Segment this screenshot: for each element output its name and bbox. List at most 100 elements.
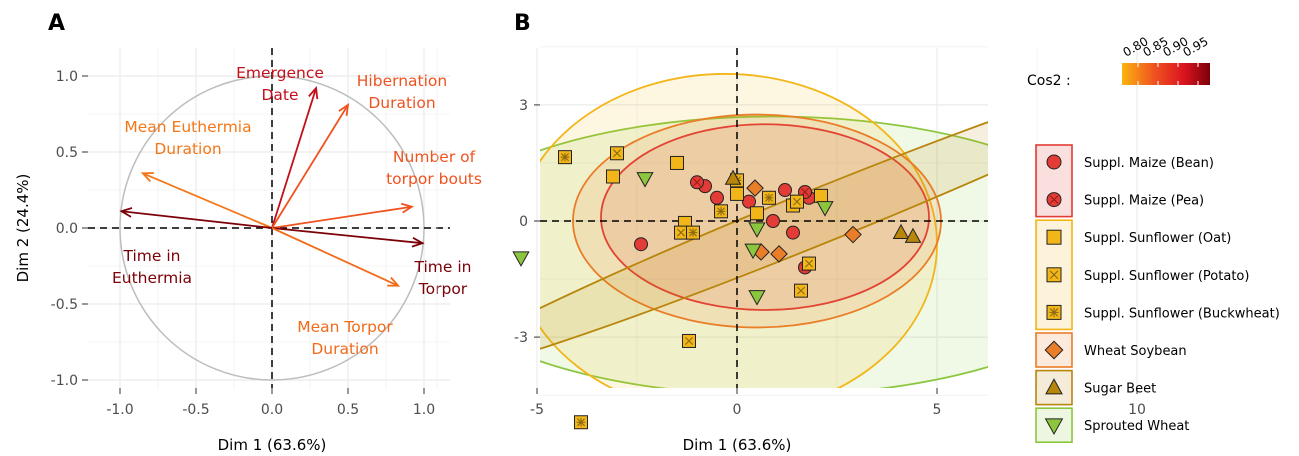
marker-triangle-down (816, 201, 834, 217)
data-point (786, 225, 800, 240)
y-tick-label: 1.0 (56, 69, 78, 85)
variable-label: Time in Euthermia (112, 247, 192, 287)
data-point (724, 169, 742, 185)
data-point (748, 222, 766, 238)
data-point (558, 150, 572, 165)
y-tick-label: -0.5 (51, 297, 78, 313)
marker-diamond (844, 225, 862, 244)
marker-cross (801, 188, 809, 196)
variable-label: Mean Euthermia Duration (124, 118, 251, 158)
data-point (670, 155, 684, 170)
marker-circle (634, 237, 648, 252)
marker-cross (797, 286, 805, 295)
data-point (844, 225, 862, 244)
marker-square (670, 155, 684, 170)
variable-label-line: torpor bouts (386, 170, 482, 188)
data-point (742, 194, 756, 209)
variable-label-line: Euthermia (112, 269, 192, 287)
marker-circle (710, 190, 724, 205)
marker-triangle-down (512, 251, 530, 267)
marker-diamond (746, 179, 764, 197)
legend-label: Suppl. Sunflower (Potato) (1084, 269, 1249, 284)
data-point (748, 290, 766, 306)
legend-marker (1046, 154, 1062, 170)
arrow-head (387, 276, 401, 287)
variable-arrow (271, 205, 412, 229)
arrow-head (338, 103, 350, 116)
data-point (512, 251, 530, 267)
variable-label-line: Duration (311, 340, 378, 358)
data-point (750, 206, 764, 221)
variable-label-line: Emergence (236, 64, 324, 82)
variable-label: Mean Torpor Duration (297, 318, 393, 358)
panel-a-plot-area (88, 48, 450, 388)
variable-label: Emergence Date (236, 64, 324, 104)
legend-marker (1044, 418, 1064, 435)
panel-b-individuals-plot: -5 0 5 10 3 0 -3 Dim 1 (63.6%) (436, 46, 1146, 454)
marker-square (1046, 229, 1062, 245)
marker-triangle-up (724, 169, 742, 185)
arrow-head (140, 172, 154, 182)
data-point (814, 188, 828, 203)
data-point (574, 415, 588, 430)
legend-label: Sugar Beet (1084, 382, 1156, 397)
marker-triangle-up (892, 223, 910, 239)
data-point (892, 223, 910, 239)
y-tick-label: 0.5 (56, 145, 78, 161)
marker-triangle-down (744, 243, 762, 260)
variable-label-line: Duration (154, 140, 221, 158)
variable-arrow (142, 172, 273, 229)
legend-marker (1046, 304, 1062, 320)
arrow-head (308, 86, 319, 100)
x-tick-label: 1.0 (413, 402, 435, 418)
panel-b-points (512, 146, 922, 430)
legend-label: Wheat Soybean (1084, 344, 1187, 359)
data-point (634, 237, 648, 252)
marker-triangle-down (748, 222, 766, 238)
arrow-head (411, 236, 425, 248)
marker-cross (793, 197, 801, 206)
data-point (606, 169, 620, 184)
panel-a-variable-plot: -1.0 -0.5 0.0 0.5 1.0 1.0 0.5 0.0 -0.5 -1.0 Dim 1… (14, 48, 482, 454)
legend-label: Suppl. Sunflower (Buckwheat) (1084, 306, 1280, 321)
panel-b-letter: B (514, 11, 531, 36)
arrow-head (119, 207, 133, 218)
variable-label: Hibernation Duration (357, 72, 447, 112)
data-point (766, 214, 780, 228)
marker-diamond (1044, 340, 1064, 360)
marker-circle (1046, 154, 1062, 170)
variable-arrow (271, 227, 423, 245)
data-point (816, 201, 834, 217)
data-point (744, 243, 762, 260)
variable-label-line: Mean Torpor (297, 318, 393, 336)
variable-label: Time in Torpor (414, 258, 472, 298)
marker-cross (685, 337, 693, 345)
marker-square (750, 206, 764, 221)
data-point (710, 190, 724, 205)
x-tick-label: -0.5 (182, 402, 209, 418)
marker-cross (1049, 195, 1059, 204)
colorbar-gradient (1122, 63, 1210, 85)
panel-b-axis-ticks: -5 0 5 10 3 0 -3 (514, 98, 1146, 418)
marker-triangle-down (1044, 418, 1064, 435)
variable-label-line: Time in (123, 247, 181, 265)
panel-a-y-axis-title: Dim 2 (24.4%) (14, 174, 32, 283)
x-tick-label: 0.0 (261, 402, 283, 418)
panel-b-x-axis-title: Dim 1 (63.6%) (683, 436, 792, 454)
data-point (610, 146, 624, 161)
legend-label: Suppl. Maize (Bean) (1084, 156, 1214, 171)
data-point (794, 283, 808, 298)
marker-circle (766, 214, 780, 228)
marker-triangle-up (904, 227, 922, 243)
data-point (682, 333, 696, 348)
legend-marker (1046, 229, 1062, 245)
marker-cross (613, 149, 621, 158)
marker-square (606, 169, 620, 184)
data-point (746, 179, 764, 197)
data-point (778, 183, 792, 198)
variable-label: Number of torpor bouts (386, 148, 482, 188)
variable-arrow (271, 227, 399, 287)
panel-b-plot-area (540, 48, 988, 388)
panel-a-axis-ticks: -1.0 -0.5 0.0 0.5 1.0 1.0 0.5 0.0 -0.5 -1.0 (51, 69, 435, 418)
